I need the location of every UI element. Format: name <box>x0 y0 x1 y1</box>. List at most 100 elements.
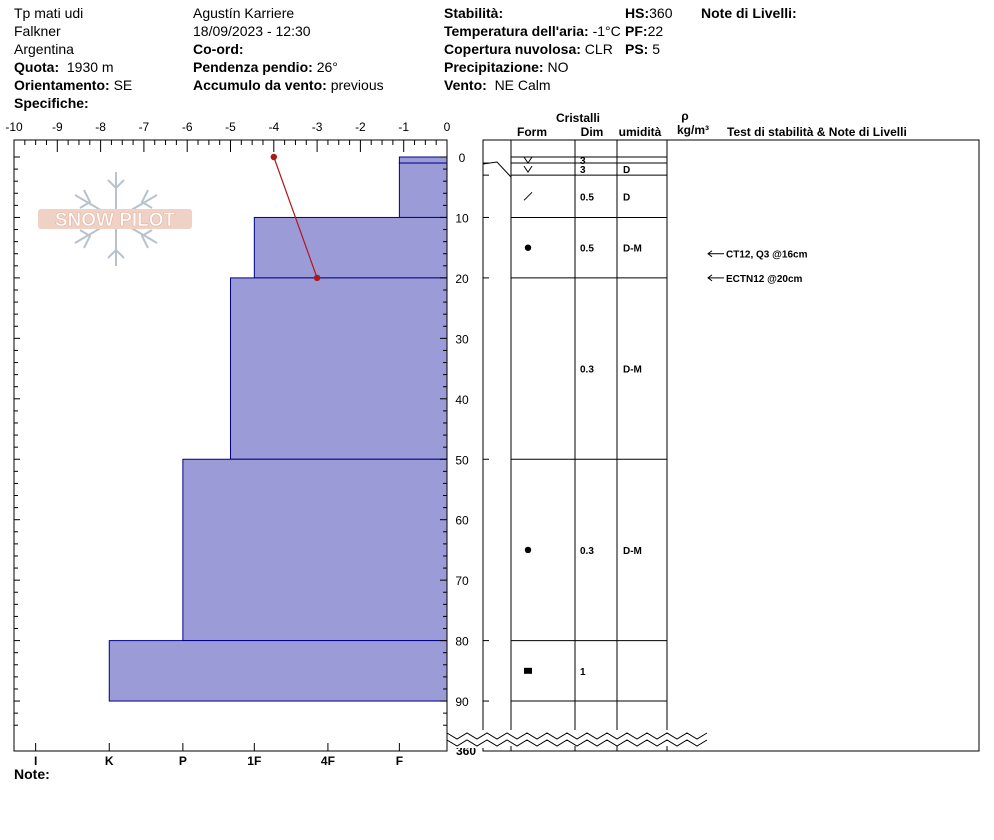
slope: Pendenza pendio: 26° <box>193 58 384 76</box>
wind: Vento: NE Calm <box>444 76 621 94</box>
stability-label: Stabilità: <box>444 5 504 21</box>
hs-value: 360 <box>649 5 673 21</box>
depth-tick-label: 90 <box>455 695 469 709</box>
break-zigzag <box>446 739 708 747</box>
notes-label: Note: <box>14 766 50 782</box>
snow-profile-chart: -10 -9 -8 -7 -6 -5 -4 -3 -2 -1 0010203040506070809… <box>5 109 980 768</box>
snowpilot-logo: SNOW PILOT <box>38 172 192 266</box>
column-header: kg/m³ <box>677 123 709 137</box>
elevation: Quota: 1930 m <box>14 58 132 76</box>
temp-tick-label: -6 <box>182 120 193 134</box>
column-header: Form <box>517 125 547 139</box>
temp-tick-label: -1 <box>398 120 409 134</box>
hardness-tick-label: 4F <box>321 754 335 768</box>
temperature-point <box>313 274 321 282</box>
hardness-tick-label: 1F <box>247 754 261 768</box>
aspect: Orientamento: SE <box>14 76 132 94</box>
hardness-bar <box>182 458 448 642</box>
pf-label: PF: <box>625 23 648 39</box>
precip: Precipitazione: NO <box>444 58 621 76</box>
aspect-value: SE <box>113 77 133 93</box>
depth-tick-label: 50 <box>455 453 469 467</box>
elevation-label: Quota: <box>14 59 60 75</box>
depth-tick-label: 10 <box>455 211 469 225</box>
header-col2: Agustín Karriere 18/09/2023 - 12:30 Co-o… <box>193 4 384 94</box>
precip-label: Precipitazione: <box>444 59 544 75</box>
break-zigzag <box>446 732 708 740</box>
hs-label: HS: <box>625 5 650 21</box>
observer: Agustín Karriere <box>193 5 295 21</box>
stability-test: CT12, Q3 @16cm <box>726 250 808 261</box>
moisture: D-M <box>623 546 642 557</box>
temp-tick-label: -10 <box>5 120 23 134</box>
cloud-value: CLR <box>584 41 613 57</box>
hardness-tick-label: P <box>179 754 187 768</box>
temp-tick-label: -7 <box>139 120 150 134</box>
depth-tick-label: 60 <box>455 514 469 528</box>
test-pointer-arrow <box>707 250 713 258</box>
grain-size: 3 <box>580 165 586 176</box>
grain-size: 1 <box>580 667 586 678</box>
stability-test: ECTN12 @20cm <box>726 274 803 285</box>
grain-size: 0.3 <box>580 365 594 376</box>
grain-form-icon <box>524 667 532 674</box>
temp-tick-label: -5 <box>225 120 236 134</box>
wind-load-value: previous <box>330 77 384 93</box>
hardness-tick-label: I <box>34 754 37 768</box>
elevation-value: 1930 m <box>66 59 114 75</box>
moisture: D-M <box>623 244 642 255</box>
profile-axes: -10 -9 -8 -7 -6 -5 -4 -3 -2 -1 0010203040506070809… <box>5 120 476 768</box>
temperature-point <box>270 153 277 161</box>
temperature-line <box>273 156 318 279</box>
slope-value: 26° <box>316 59 338 75</box>
cloud-label: Copertura nuvolosa: <box>444 41 581 57</box>
specifics-label: Specifiche: <box>14 95 89 111</box>
grain-form-icon <box>523 191 533 201</box>
aspect-label: Orientamento: <box>14 77 110 93</box>
pf-value: 22 <box>647 23 664 39</box>
header-col3: Stabilità: Temperatura dell'aria: -1°C C… <box>444 4 621 94</box>
column-header: Test di stabilità & Note di Livelli <box>727 125 907 139</box>
layer-notes-label: Note di Livelli: <box>701 5 797 21</box>
coord-label: Co-ord: <box>193 41 244 57</box>
hardness-bar <box>230 277 448 460</box>
depth-tick-label: 80 <box>455 635 469 649</box>
air-temp-label: Temperatura dell'aria: <box>444 23 589 39</box>
column-header: Cristalli <box>556 111 600 125</box>
table-frame <box>482 139 980 752</box>
precip-value: NO <box>547 59 569 75</box>
grain-form-icon <box>523 156 533 164</box>
moisture: D <box>623 192 630 203</box>
moisture: D-M <box>623 365 642 376</box>
temp-tick-label: 0 <box>444 120 451 134</box>
grain-size: 0.5 <box>580 192 594 203</box>
column-header: umidità <box>619 125 662 139</box>
hardness-bar <box>253 216 448 279</box>
hardness-bars <box>108 156 448 702</box>
air-temp-value: -1°C <box>592 23 621 39</box>
grain-size: 0.3 <box>580 546 594 557</box>
depth-tick-label: 0 <box>459 151 466 165</box>
temp-tick-label: -2 <box>355 120 366 134</box>
grain-form-icon <box>523 165 533 173</box>
logo-band <box>38 209 192 229</box>
location: Tp mati udi <box>14 5 84 21</box>
hardness-bar <box>398 162 448 218</box>
temp-tick-label: -4 <box>268 120 279 134</box>
header-col1: Tp mati udi Falkner Argentina Quota: 193… <box>14 4 132 112</box>
depth-tick-label: 70 <box>455 574 469 588</box>
hardness-bar <box>398 156 448 164</box>
cloud: Copertura nuvolosa: CLR <box>444 40 621 58</box>
wind-label: Vento: <box>444 77 487 93</box>
wind-value: NE Calm <box>494 77 551 93</box>
logo-text: SNOW PILOT <box>55 210 176 231</box>
country: Argentina <box>14 41 74 57</box>
ps-value: 5 <box>652 41 661 57</box>
wind-load: Accumulo da vento: previous <box>193 76 384 94</box>
hardness-tick-label: K <box>105 754 114 768</box>
grain-size: 3 <box>580 156 586 167</box>
column-header: Dim <box>581 125 604 139</box>
header-col4: HS:360 PF:22 PS: 5 <box>625 4 672 58</box>
air-temp: Temperatura dell'aria: -1°C <box>444 22 621 40</box>
column-header: ρ <box>681 109 688 123</box>
